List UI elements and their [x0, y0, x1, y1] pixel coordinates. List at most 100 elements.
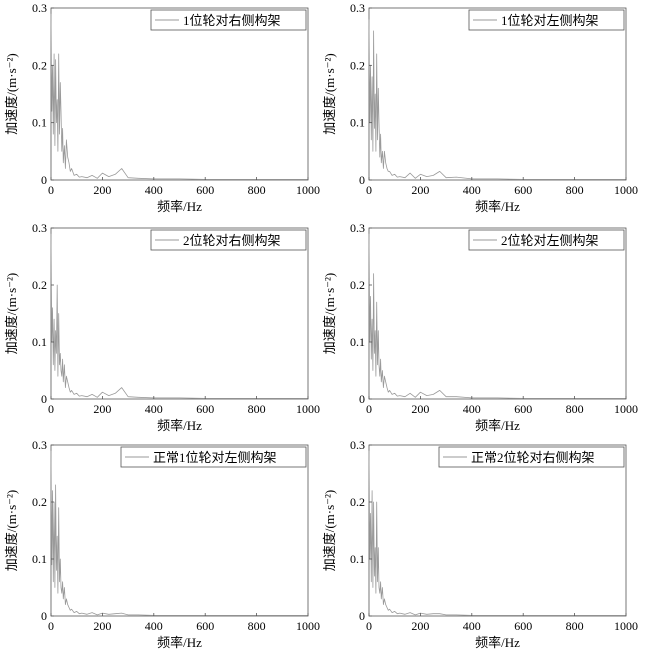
legend-label: 正常2位轮对右侧构架 [471, 450, 595, 465]
y-tick-label: 0.3 [350, 1, 365, 15]
y-axis-label: 加速度/(m·s⁻²) [4, 273, 19, 355]
series-line [50, 450, 308, 616]
x-axis-label: 频率/Hz [157, 635, 202, 650]
y-tick-label: 0.1 [350, 116, 365, 130]
y-tick-label: 0.3 [350, 221, 365, 235]
x-tick-label: 800 [566, 402, 584, 416]
plot-frame [50, 7, 309, 181]
x-tick-label: 0 [48, 402, 54, 416]
x-tick-label: 600 [196, 619, 214, 633]
chart-panel-3: 0 200 400 600 800 1000 0 0.1 0.2 0.3 频率/Hz 加速度/(m·s… [4, 221, 320, 433]
x-tick-label: 800 [566, 183, 584, 197]
x-axis-label: 频率/Hz [157, 199, 202, 214]
x-tick-label: 0 [48, 619, 54, 633]
y-tick-label: 0.2 [350, 58, 365, 72]
y-tick-label: 0.2 [350, 278, 365, 292]
y-tick-label: 0.1 [32, 552, 47, 566]
y-tick-label: 0 [41, 392, 47, 406]
y-tick-label: 0.2 [32, 495, 47, 509]
x-tick-label: 600 [514, 183, 532, 197]
x-tick-label: 1000 [614, 183, 638, 197]
y-tick-label: 0.3 [32, 1, 47, 15]
y-tick-label: 0 [359, 609, 365, 623]
x-tick-label: 600 [196, 402, 214, 416]
plot-frame [368, 7, 627, 181]
chart-panel-1: 0 200 400 600 800 1000 0 0.1 0.2 0.3 频率/Hz 加速度/(m·s… [4, 1, 320, 214]
x-tick-label: 0 [366, 183, 372, 197]
series-line [368, 19, 626, 180]
legend-label: 1位轮对右侧构架 [183, 13, 281, 28]
x-tick-label: 400 [145, 402, 163, 416]
plot-frame [50, 227, 309, 400]
x-tick-label: 800 [566, 619, 584, 633]
y-tick-label: 0.1 [32, 335, 47, 349]
x-tick-label: 400 [145, 619, 163, 633]
y-axis-label: 加速度/(m·s⁻²) [322, 53, 337, 135]
y-tick-label: 0.1 [350, 552, 365, 566]
x-axis-label: 频率/Hz [475, 199, 520, 214]
x-tick-label: 200 [93, 619, 111, 633]
legend-box [468, 9, 625, 31]
x-tick-label: 0 [48, 183, 54, 197]
y-tick-label: 0.2 [32, 58, 47, 72]
legend-box [120, 446, 307, 468]
x-tick-label: 0 [366, 619, 372, 633]
x-tick-label: 200 [93, 402, 111, 416]
legend-box [150, 9, 307, 31]
legend-label: 1位轮对左侧构架 [501, 13, 599, 28]
y-tick-label: 0 [359, 392, 365, 406]
x-tick-label: 400 [145, 183, 163, 197]
legend-label: 2位轮对右侧构架 [183, 233, 281, 248]
legend-box [150, 229, 307, 251]
y-tick-label: 0 [41, 609, 47, 623]
chart-panel-6: 0 200 400 600 800 1000 0 0.1 0.2 0.3 频率/Hz 加速度/(m·s… [322, 438, 638, 650]
y-tick-label: 0 [359, 173, 365, 187]
x-tick-label: 800 [248, 619, 266, 633]
y-axis-label: 加速度/(m·s⁻²) [322, 273, 337, 355]
y-axis-label: 加速度/(m·s⁻²) [322, 490, 337, 572]
plot-frame [50, 444, 309, 617]
x-tick-label: 1000 [296, 183, 320, 197]
y-axis-label: 加速度/(m·s⁻²) [4, 490, 19, 572]
x-axis-label: 频率/Hz [157, 418, 202, 433]
x-tick-label: 800 [248, 402, 266, 416]
x-axis-label: 频率/Hz [475, 418, 520, 433]
x-axis-label: 频率/Hz [475, 635, 520, 650]
x-tick-label: 800 [248, 183, 266, 197]
chart-panel-4: 0 200 400 600 800 1000 0 0.1 0.2 0.3 频率/Hz 加速度/(m·s… [322, 221, 638, 433]
chart-panel-5: 0 200 400 600 800 1000 0 0.1 0.2 0.3 频率/Hz 加速度/(m·s… [4, 438, 320, 650]
y-tick-label: 0.3 [32, 221, 47, 235]
x-tick-label: 1000 [614, 402, 638, 416]
x-tick-label: 0 [366, 402, 372, 416]
y-tick-label: 0.3 [32, 438, 47, 452]
x-tick-label: 400 [463, 619, 481, 633]
y-tick-label: 0.1 [350, 335, 365, 349]
legend-box [468, 229, 625, 251]
y-tick-label: 0.1 [32, 116, 47, 130]
plot-frame [368, 444, 627, 617]
y-axis-label: 加速度/(m·s⁻²) [4, 53, 19, 135]
series-line [368, 233, 626, 399]
x-tick-label: 1000 [614, 619, 638, 633]
chart-panel-2: 0 200 400 600 800 1000 0 0.1 0.2 0.3 频率/Hz 加速度/(m·s… [322, 1, 638, 214]
x-tick-label: 200 [411, 402, 429, 416]
x-tick-label: 1000 [296, 619, 320, 633]
x-tick-label: 1000 [296, 402, 320, 416]
x-tick-label: 400 [463, 402, 481, 416]
series-line [368, 450, 626, 616]
x-tick-label: 200 [93, 183, 111, 197]
x-tick-label: 600 [514, 619, 532, 633]
series-line [50, 233, 308, 399]
x-tick-label: 200 [411, 183, 429, 197]
plot-frame [368, 227, 627, 400]
x-tick-label: 200 [411, 619, 429, 633]
y-tick-label: 0.3 [350, 438, 365, 452]
x-tick-label: 600 [196, 183, 214, 197]
series-line [50, 13, 308, 180]
x-tick-label: 400 [463, 183, 481, 197]
legend-box [438, 446, 625, 468]
x-tick-label: 600 [514, 402, 532, 416]
y-tick-label: 0.2 [32, 278, 47, 292]
legend-label: 正常1位轮对左侧构架 [153, 450, 277, 465]
